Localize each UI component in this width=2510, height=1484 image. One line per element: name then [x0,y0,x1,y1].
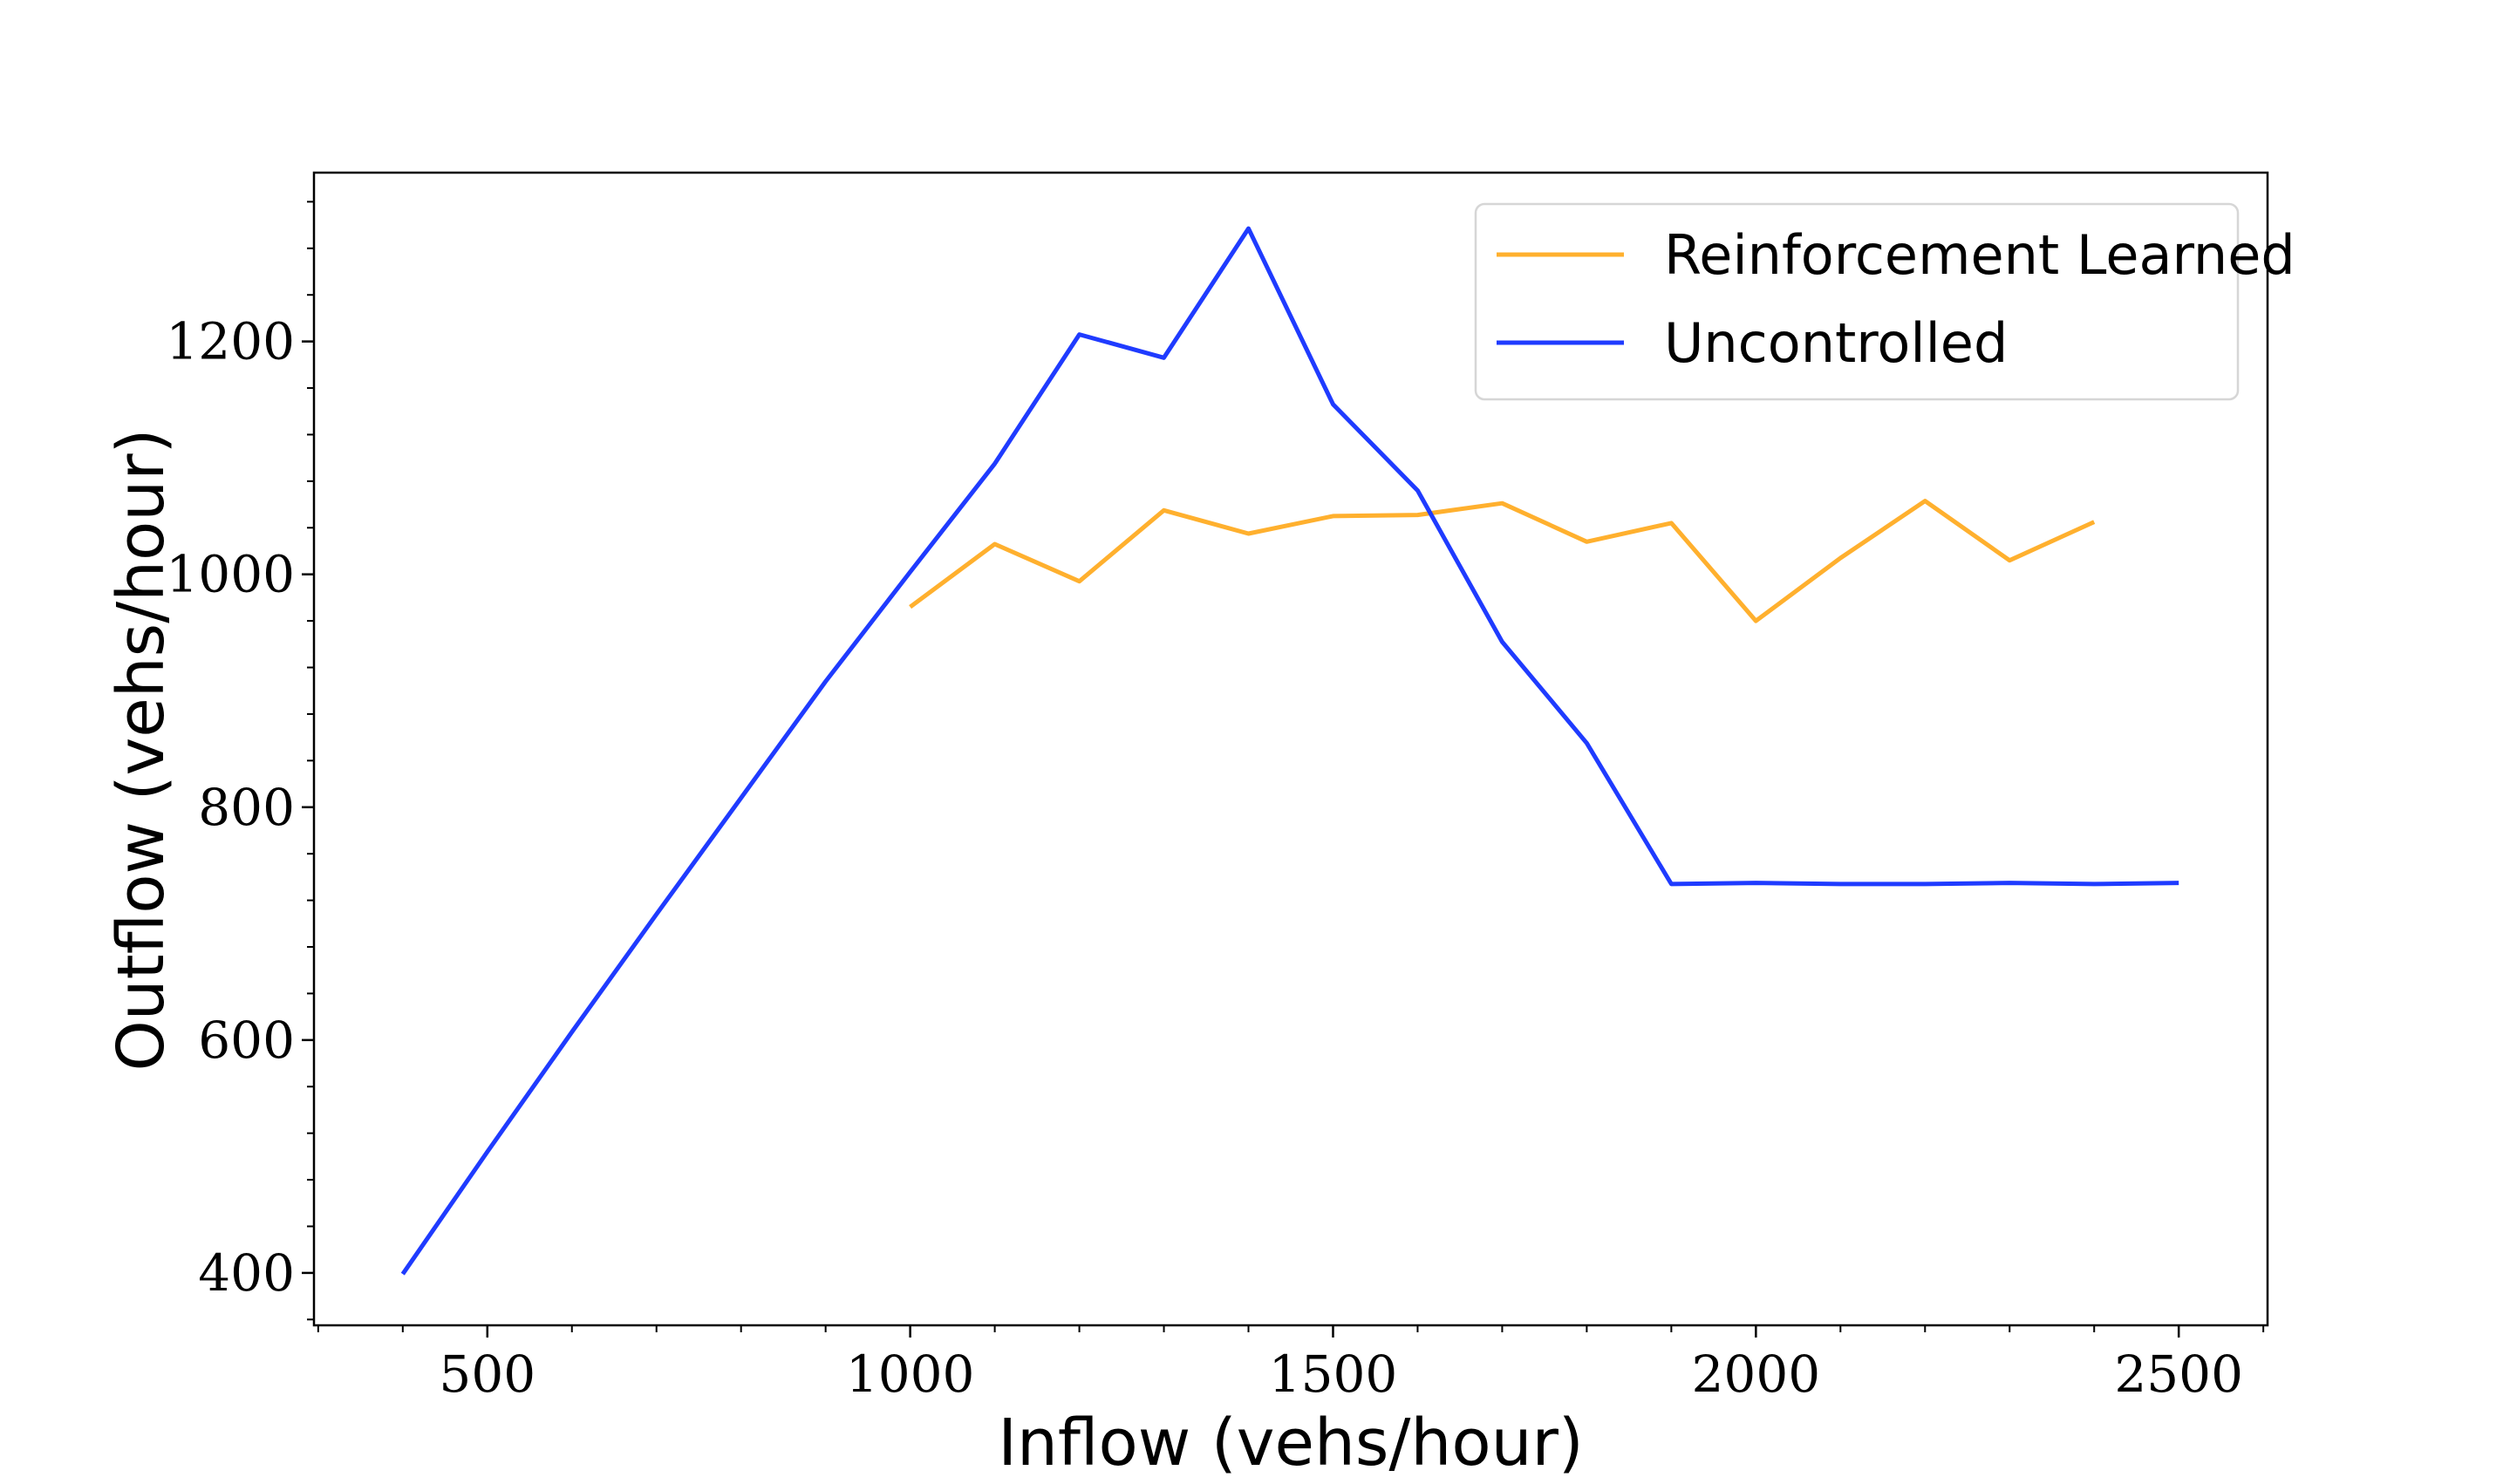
y-tick-label: 800 [198,778,295,837]
y-tick-label: 1000 [166,545,295,604]
y-axis-label: Outflow (vehs/hour) [104,428,179,1071]
legend-label-reinforcement-learned: Reinforcement Learned [1664,223,2295,287]
ticks-layer: 500 1000 1500 2000 2500 400 600 800 1000 1200 [166,201,2265,1404]
x-tick-label: 1500 [1269,1344,1398,1404]
x-tick-label: 1000 [846,1344,975,1404]
y-tick-label: 400 [198,1243,295,1303]
x-tick-label: 500 [439,1344,535,1404]
series-layer [400,226,2179,1276]
x-axis-label: Inflow (vehs/hour) [998,1406,1584,1481]
series-line-reinforcement-learned [909,499,2096,623]
legend-box [1474,202,2240,401]
plot-area [312,171,2269,1327]
y-tick-label: 1200 [166,312,295,371]
x-tick-label: 2500 [2114,1344,2243,1404]
y-tick-label: 600 [198,1011,295,1070]
legend-label-uncontrolled: Uncontrolled [1664,311,2008,375]
x-tick-label: 2000 [1692,1344,1821,1404]
series-line-uncontrolled [400,226,2179,1276]
legend: Reinforcement Learned Uncontrolled [1474,202,2295,401]
